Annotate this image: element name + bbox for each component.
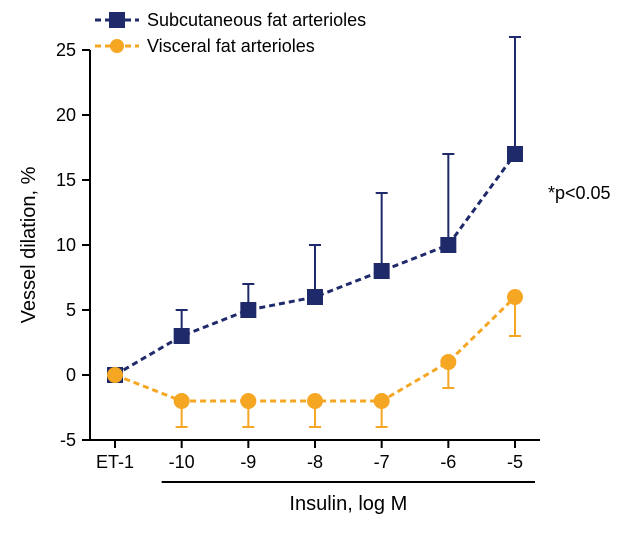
x-tick-label: -9 <box>240 452 256 472</box>
legend-label-subcutaneous: Subcutaneous fat arterioles <box>147 10 366 30</box>
data-point-visceral <box>241 394 255 408</box>
data-point-visceral <box>508 290 522 304</box>
data-point-subcutaneous <box>440 237 456 253</box>
data-point-visceral <box>441 355 455 369</box>
y-tick-label: 25 <box>56 40 76 60</box>
p-value-annotation: *p<0.05 <box>548 183 611 203</box>
data-point-visceral <box>308 394 322 408</box>
data-point-visceral <box>375 394 389 408</box>
y-tick-label: -5 <box>60 430 76 450</box>
legend-label-visceral: Visceral fat arterioles <box>147 36 315 56</box>
y-tick-label: 20 <box>56 105 76 125</box>
series-line-visceral <box>115 297 515 401</box>
y-tick-label: 5 <box>66 300 76 320</box>
y-tick-label: 15 <box>56 170 76 190</box>
x-tick-label: -7 <box>374 452 390 472</box>
x-tick-label: ET-1 <box>96 452 134 472</box>
data-point-subcutaneous <box>374 263 390 279</box>
legend-marker-subcutaneous <box>109 12 125 28</box>
data-point-visceral <box>108 368 122 382</box>
x-tick-label: -5 <box>507 452 523 472</box>
x-tick-label: -10 <box>169 452 195 472</box>
y-tick-label: 0 <box>66 365 76 385</box>
data-point-subcutaneous <box>307 289 323 305</box>
data-point-subcutaneous <box>507 146 523 162</box>
data-point-visceral <box>175 394 189 408</box>
x-axis-title: Insulin, log M <box>289 493 407 515</box>
chart-container: -5 0 5 10 15 20 25 ET-1 -10 -9 -8 -7 -6 -5 Insulin, lo… <box>0 0 621 540</box>
data-point-subcutaneous <box>240 302 256 318</box>
chart-svg: -5 0 5 10 15 20 25 ET-1 -10 -9 -8 -7 -6 -5 Insulin, lo… <box>0 0 621 540</box>
x-tick-label: -6 <box>440 452 456 472</box>
data-point-subcutaneous <box>174 328 190 344</box>
x-tick-label: -8 <box>307 452 323 472</box>
y-axis-title: Vessel dilation, % <box>18 166 40 323</box>
legend-marker-visceral <box>110 39 124 53</box>
y-tick-label: 10 <box>56 235 76 255</box>
